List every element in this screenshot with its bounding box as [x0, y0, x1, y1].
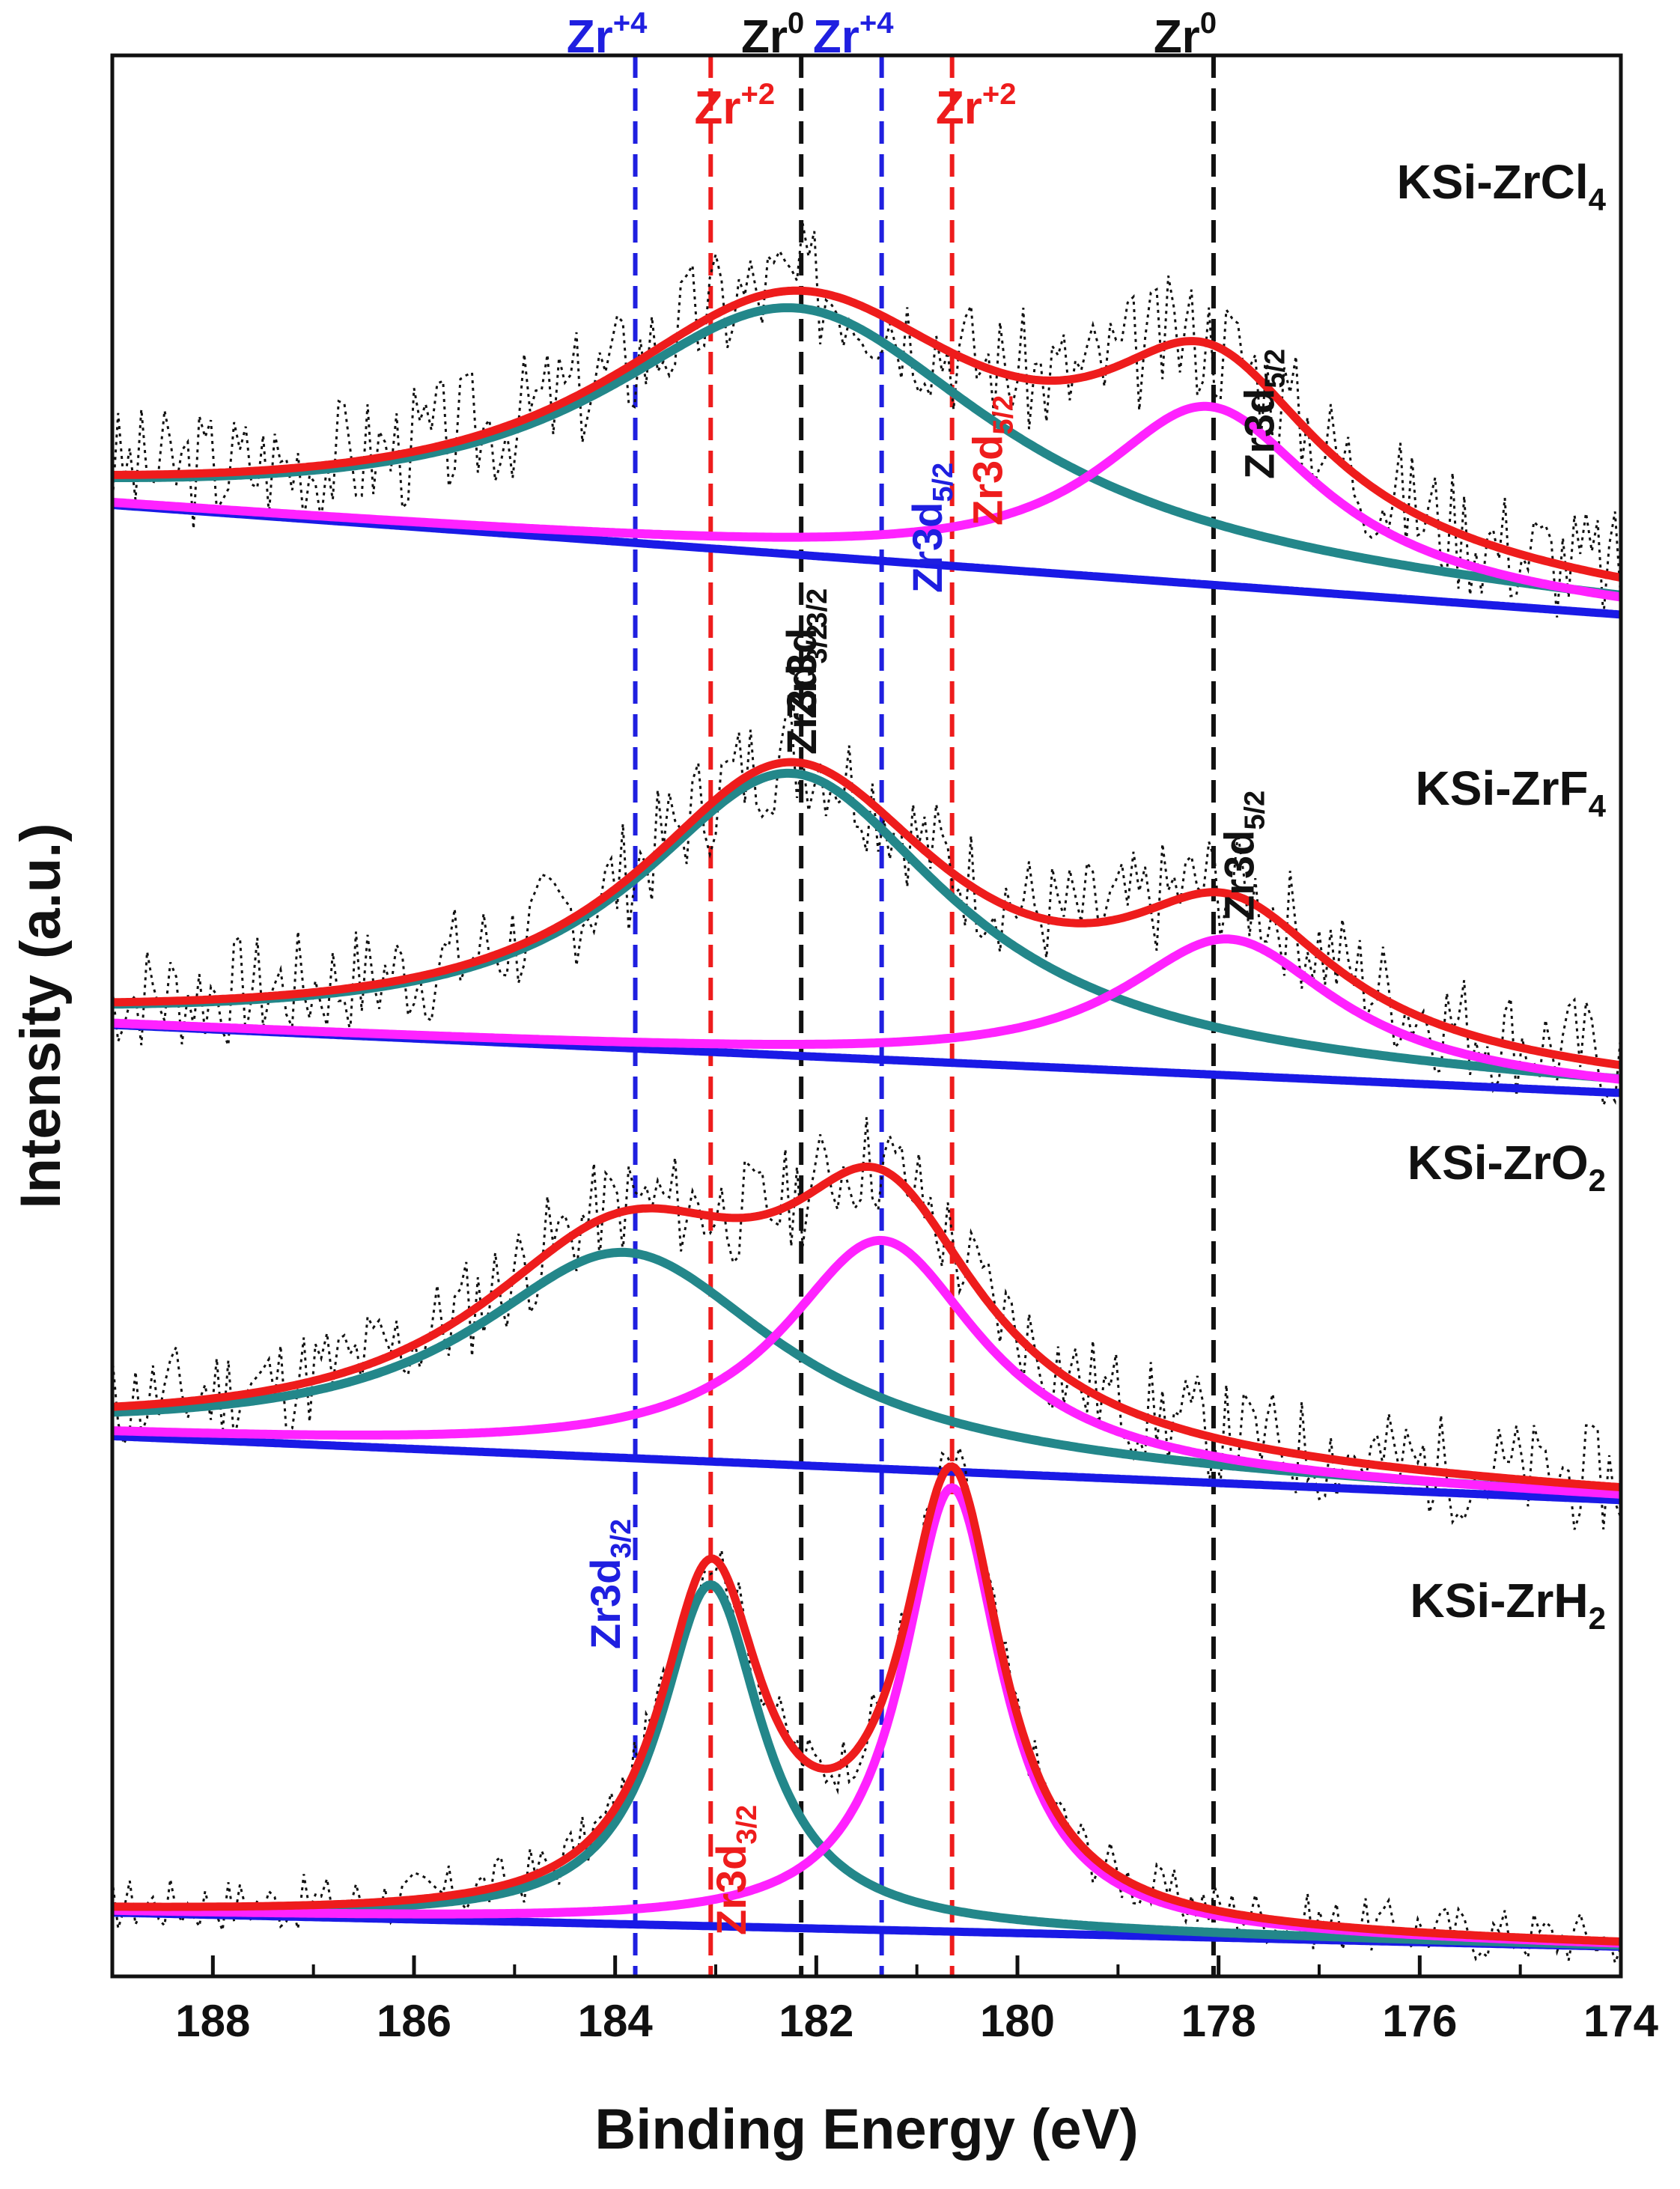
component-series-zr3d5-2	[112, 1483, 1622, 1948]
panel-name: KSi-ZrF4	[1416, 761, 1607, 823]
envelope-series	[112, 1163, 1622, 1492]
x-tick-label: 182	[779, 1996, 853, 2046]
peak-label: Zr3d3/2	[778, 588, 833, 719]
raw-data-series	[111, 1117, 1622, 1530]
panel-ksi-zrcl: KSi-ZrCl4 Zr3d3/2 Zr3d5/2	[111, 155, 1622, 755]
envelope-series	[112, 758, 1622, 1070]
panel-ksi-zrh: KSi-ZrH2 Zr3d3/2 Zr3d5/2	[111, 395, 1622, 1967]
peak-label: Zr3d5/2	[904, 463, 959, 593]
x-tick-label: 178	[1181, 1996, 1256, 2046]
background-series	[112, 1431, 1622, 1505]
panels-layer: KSi-ZrCl4 Zr3d3/2 Zr3d5/2 KSi-ZrF4 Zr3d3/2 Zr…	[111, 155, 1622, 1967]
x-tick-label: 186	[377, 1996, 451, 2046]
reference-lines-layer	[633, 55, 1216, 1976]
peak-label: Zr3d5/2	[1216, 791, 1271, 921]
envelope-series	[112, 1462, 1622, 1946]
x-tick-label: 180	[980, 1996, 1055, 2046]
component-series-zr3d5-2	[112, 1235, 1622, 1499]
x-tick-label: 184	[578, 1996, 654, 2046]
x-tick-label: 188	[175, 1996, 250, 2046]
peak-label: Zr3d5/2	[964, 395, 1020, 526]
axes-layer: 188 186 184 182 180 178 176 174	[110, 53, 1659, 2046]
plot-frame	[110, 53, 1623, 1979]
panel-name: KSi-ZrH2	[1410, 1574, 1606, 1636]
component-series-zr3d5-2	[112, 934, 1622, 1084]
panel-name: KSi-ZrO2	[1407, 1136, 1606, 1198]
component-series-zr3d3-2	[112, 1580, 1622, 1950]
reference-line-label: Zr+2	[936, 78, 1017, 134]
component-series-zr3d5-2	[112, 401, 1622, 602]
x-tick-label: 174	[1583, 1996, 1659, 2046]
x-tick-label: 176	[1382, 1996, 1457, 2046]
component-series-zr3d3-2	[112, 303, 1622, 600]
panel-ksi-zro: KSi-ZrO2 Zr3d3/2 Zr3d5/2	[111, 463, 1622, 1649]
peak-label: Zr3d3/2	[707, 1805, 763, 1935]
panel-name: KSi-ZrCl4	[1397, 155, 1607, 217]
x-axis-label: Binding Energy (eV)	[594, 2098, 1138, 2161]
envelope-series	[112, 286, 1622, 582]
peak-label: Zr3d3/2	[582, 1519, 637, 1649]
reference-line-label: Zr+2	[694, 78, 775, 134]
panel-ksi-zrf: KSi-ZrF4 Zr3d3/2 Zr3d5/2	[111, 588, 1622, 1109]
y-axis-label: Intensity (a.u.)	[9, 823, 73, 1208]
